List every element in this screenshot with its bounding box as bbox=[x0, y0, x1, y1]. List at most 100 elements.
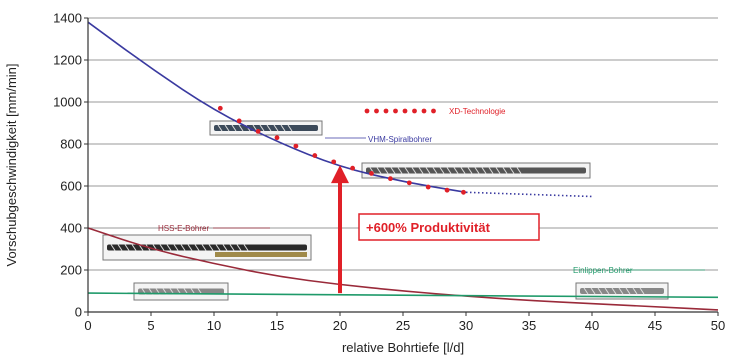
xd-drill-image-flute bbox=[397, 167, 403, 174]
xd-drill-image-flute bbox=[474, 167, 480, 174]
xd-point bbox=[369, 171, 374, 176]
xd-legend-marker bbox=[383, 108, 389, 114]
einlippen-drill-image-right bbox=[575, 282, 669, 300]
xd-drill-image-flute bbox=[404, 167, 410, 174]
x-tick-label: 20 bbox=[333, 318, 347, 333]
xd-drill-image-flute bbox=[432, 167, 438, 174]
xd-drill-image-flute bbox=[411, 167, 417, 174]
xd-legend-marker bbox=[393, 108, 398, 114]
einlippen-drill-image-right-flute bbox=[618, 287, 624, 295]
hss-drill-image-flute bbox=[222, 244, 228, 251]
x-tick-label: 40 bbox=[585, 318, 599, 333]
einlippen-drill-image-right-flute bbox=[639, 287, 645, 295]
hss-drill-image-flute bbox=[208, 244, 214, 251]
xd-drill-image-flute bbox=[390, 167, 396, 174]
einlippen-drill-image-right-flute bbox=[583, 287, 589, 295]
y-tick-label: 1000 bbox=[53, 95, 82, 110]
xd-drill-image-flute bbox=[376, 167, 382, 174]
vhm-drill-image-flute bbox=[287, 124, 293, 132]
xd-point bbox=[255, 129, 261, 134]
x-axis-label: relative Bohrtiefe [l/d] bbox=[342, 340, 464, 355]
y-tick-label: 600 bbox=[60, 179, 82, 194]
hss-drill-image-flute bbox=[229, 244, 235, 251]
einlippen-drill-image-right-flute bbox=[590, 287, 596, 295]
productivity-badge-label: +600% Produktivität bbox=[366, 220, 491, 235]
x-tick-label: 10 bbox=[207, 318, 221, 333]
xd-legend-marker bbox=[412, 108, 417, 114]
xd-drill-image-flute bbox=[439, 167, 445, 174]
annotation-label: Einlippen-Bohrer bbox=[573, 266, 633, 275]
y-tick-label: 400 bbox=[60, 221, 82, 236]
y-axis-label: Vorschubgeschwindigkeit [mm/min] bbox=[4, 63, 19, 266]
vhm-drill-image-flute bbox=[238, 124, 244, 132]
xd-point bbox=[331, 159, 337, 165]
vhm-drill-image-flute bbox=[266, 124, 272, 132]
xd-drill-image-flute bbox=[467, 167, 473, 174]
xd-drill-image-flute bbox=[383, 167, 389, 174]
hss-drill-image-flute bbox=[236, 244, 242, 251]
xd-point bbox=[425, 184, 431, 190]
y-tick-label: 800 bbox=[60, 137, 82, 152]
hss-drill-image-flute bbox=[187, 244, 193, 251]
y-tick-label: 1400 bbox=[53, 11, 82, 26]
xd-point bbox=[217, 105, 223, 111]
xd-legend-marker bbox=[402, 108, 408, 114]
x-tick-label: 15 bbox=[270, 318, 284, 333]
grid bbox=[88, 17, 718, 271]
vhm-drill-image-flute bbox=[217, 124, 223, 132]
vhm-drill-image-shank bbox=[214, 125, 318, 131]
hss-drill-image-flute bbox=[117, 244, 123, 251]
x-tick-label: 45 bbox=[648, 318, 662, 333]
hss-drill-image-flute bbox=[201, 244, 207, 251]
xd-drill-image-flute bbox=[418, 167, 424, 174]
xd-point bbox=[461, 189, 466, 195]
series-line-einlippen-bohrer-4 bbox=[87, 292, 719, 299]
xd-drill-image-flute bbox=[516, 167, 522, 174]
series-line-vhm-spiralbohrer-0 bbox=[87, 21, 467, 194]
x-tick-label: 25 bbox=[396, 318, 410, 333]
annotation-label: HSS-E-Bohrer bbox=[158, 224, 209, 233]
xd-point bbox=[293, 143, 299, 149]
einlippen-drill-image-right-flute bbox=[611, 287, 617, 295]
hss-drill-image-flute bbox=[194, 244, 200, 251]
xd-technologie-label: XD-Technologie bbox=[449, 107, 506, 116]
xd-drill-image-flute bbox=[509, 167, 515, 174]
x-tick-label: 0 bbox=[84, 318, 91, 333]
vhm-drill-image-flute bbox=[273, 124, 279, 132]
hss-drill-gold bbox=[215, 252, 307, 257]
einlippen-drill-image-right-flute bbox=[597, 287, 603, 295]
x-tick-label: 50 bbox=[711, 318, 725, 333]
einlippen-drill-image-right-flute bbox=[604, 287, 610, 295]
xd-drill-image bbox=[361, 162, 591, 179]
x-tick-label: 30 bbox=[459, 318, 473, 333]
vhm-drill-image bbox=[209, 120, 323, 136]
tool-images bbox=[102, 120, 669, 301]
productivity-badge-frame bbox=[358, 213, 540, 241]
xd-drill-image-flute bbox=[488, 167, 494, 174]
xd-legend-marker bbox=[431, 108, 436, 114]
hss-drill-image-flute bbox=[159, 244, 165, 251]
y-tick-label: 1200 bbox=[53, 53, 82, 68]
xd-drill-image-flute bbox=[495, 167, 501, 174]
hss-drill-image-flute bbox=[124, 244, 130, 251]
xd-point bbox=[406, 180, 412, 186]
hss-drill-image-flute bbox=[180, 244, 186, 251]
xd-legend-marker bbox=[421, 108, 427, 114]
annotation-label: VHM-Spiralbohrer bbox=[368, 135, 432, 144]
xd-point bbox=[312, 153, 318, 158]
annotations: XD-Technologie VHM-Spiralbohrer HSS-E-Bohr… bbox=[158, 107, 705, 294]
xd-drill-image-flute bbox=[453, 167, 459, 174]
y-tick-label: 0 bbox=[75, 305, 82, 320]
hss-drill-image-flute bbox=[110, 244, 116, 251]
xd-point bbox=[388, 176, 393, 182]
hss-drill-image-shank bbox=[107, 244, 307, 251]
xd-drill-image-flute bbox=[446, 167, 452, 174]
vhm-drill-image-flute bbox=[259, 124, 265, 132]
xd-point bbox=[444, 187, 450, 193]
hss-drill-image-flute bbox=[131, 244, 137, 251]
einlippen-drill-image-right-flute bbox=[625, 287, 631, 295]
xd-drill-image-flute bbox=[460, 167, 466, 174]
hss-drill-image-flute bbox=[215, 244, 221, 251]
